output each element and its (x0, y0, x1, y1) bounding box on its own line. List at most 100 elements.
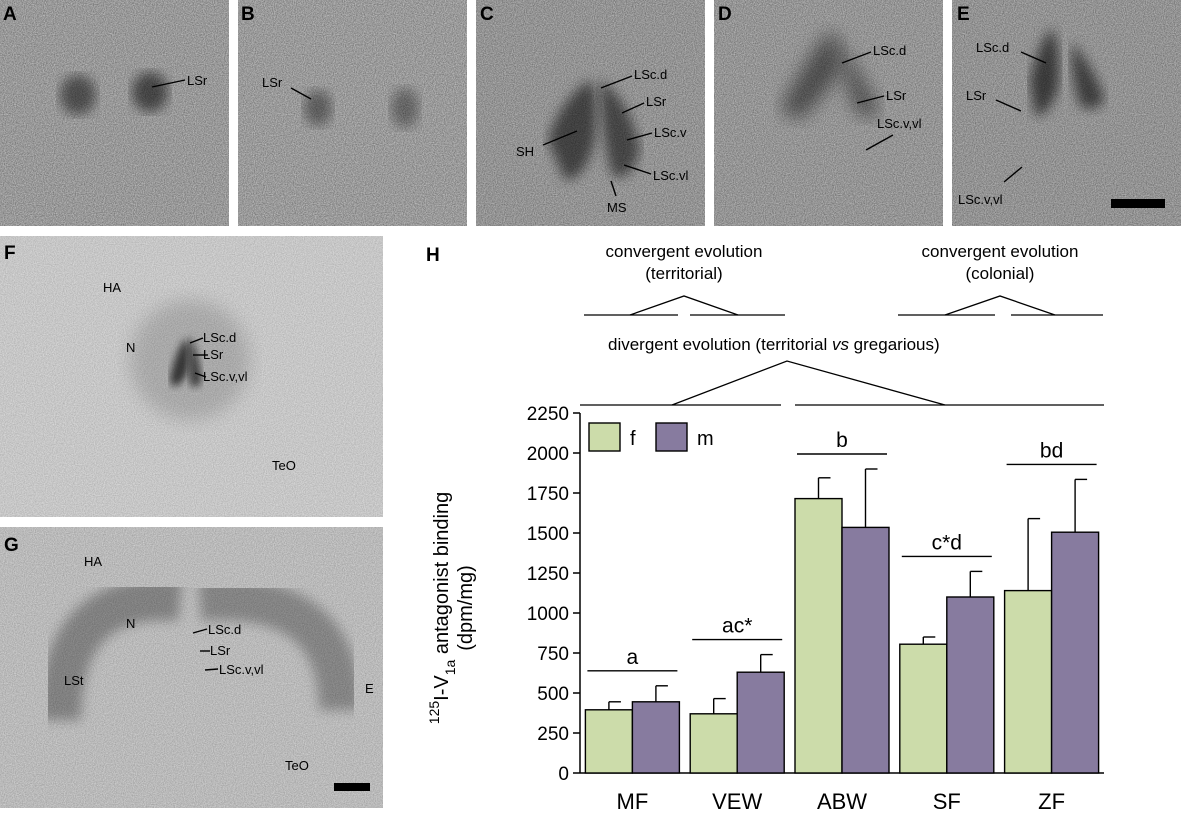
g-teo-label: TeO (285, 758, 309, 773)
panel-a-label: A (3, 4, 17, 25)
panel-c: C LSc.d LSr LSc.v LSc.vl SH MS (476, 0, 705, 226)
panel-e-scale-bar (1111, 199, 1165, 208)
panel-c-grain (476, 0, 705, 226)
c-sh-pointer (542, 130, 578, 146)
y-axis-subscript: 1a (442, 660, 458, 676)
panel-c-label: C (480, 4, 494, 25)
convergent-colonial-branch (944, 295, 1056, 316)
g-lscd-pointer (192, 628, 208, 634)
panel-f-grain (0, 236, 383, 517)
f-lscd-pointer (189, 337, 204, 344)
x-tick-label: ABW (817, 789, 867, 814)
e-lscvvl-label: LSc.v,vl (958, 192, 1003, 207)
significance-label: bd (1040, 439, 1063, 462)
divergent-label-vs: vs (832, 335, 850, 354)
b-lsr-label: LSr (262, 75, 283, 90)
bar-f-abw (794, 497, 843, 774)
e-lscvvl-pointer (1003, 166, 1023, 183)
panel-f: F HA N LSc.d LSr LSc.v,vl TeO (0, 236, 383, 517)
x-tick-label: VEW (712, 789, 762, 814)
y-axis-unit: (dpm/mg) (455, 565, 477, 651)
legend-label-f: f (630, 428, 636, 450)
e-lscd-label: LSc.d (976, 40, 1009, 55)
panel-b: B LSr (238, 0, 467, 226)
y-tick-label: 2000 (527, 444, 569, 465)
g-lsr-label: LSr (210, 643, 231, 658)
y-axis-iv: I-V (431, 675, 453, 701)
f-n-label: N (126, 340, 135, 355)
bar-m-zf (1050, 531, 1100, 774)
panel-g-label: G (4, 535, 19, 556)
d-lsr-pointer (856, 95, 885, 104)
bar-chart: 0 250 500 750 1000 1250 1500 1750 2000 2250 a ac* b… (527, 404, 1104, 814)
f-lscvvl-label: LSc.v,vl (203, 369, 248, 384)
convergent-colonial-line2: (colonial) (966, 264, 1035, 283)
y-ticks: 0 250 500 750 1000 1250 1500 1750 2000 2250 (527, 404, 580, 785)
divergent-label-suffix: gregarious) (849, 335, 940, 354)
legend-swatch-f (588, 422, 621, 452)
g-lscvvl-pointer (204, 668, 219, 671)
y-axis-iso-superscript: 125 (426, 701, 442, 725)
evolution-tree: convergent evolution (territorial) conve… (580, 242, 1104, 406)
panel-d-label: D (718, 4, 732, 25)
bar-f-vew (689, 713, 738, 774)
panel-b-label: B (241, 4, 255, 25)
bar-m-sf (946, 596, 995, 774)
c-ms-label: MS (607, 200, 627, 215)
y-tick-label: 1000 (527, 604, 569, 625)
panel-e-label: E (957, 4, 970, 25)
a-lsr-pointer (151, 79, 186, 88)
bar-m-abw (841, 526, 890, 774)
y-tick-label: 500 (537, 684, 569, 705)
g-e-label: E (365, 681, 374, 696)
y-axis-title: 125I-V1a antagonist binding (dpm/mg) (426, 492, 477, 724)
panel-g-scale-bar (334, 783, 370, 791)
bar-m-mf (631, 701, 681, 774)
y-tick-label: 0 (558, 764, 569, 785)
f-lsr-label: LSr (203, 347, 224, 362)
y-axis-rest: antagonist binding (431, 492, 453, 660)
x-tick-label: ZF (1038, 789, 1065, 814)
bars (584, 468, 1100, 774)
panel-h-label: H (426, 245, 440, 266)
divergent-label: divergent evolution (territorial vs greg… (608, 335, 940, 354)
panel-d: D LSc.d LSr LSc.v,vl (714, 0, 943, 226)
significance-label: c*d (932, 531, 962, 554)
f-ha-label: HA (103, 280, 121, 295)
f-lscd-label: LSc.d (203, 330, 236, 345)
y-tick-label: 750 (537, 644, 569, 665)
y-axis-title-line1: 125I-V1a antagonist binding (426, 492, 458, 724)
significance-labels: a ac* b c*d bd (587, 429, 1097, 672)
bar-f-zf (1003, 589, 1053, 774)
x-tick-label: SF (933, 789, 961, 814)
b-lsr-pointer (290, 87, 312, 100)
x-tick-label: MF (617, 789, 649, 814)
convergent-territorial-line2: (territorial) (645, 264, 722, 283)
bar-m-vew (736, 671, 785, 774)
panel-h: H convergent evolution (territorial) con… (426, 242, 1104, 814)
f-teo-label: TeO (272, 458, 296, 473)
g-lscvvl-label: LSc.v,vl (219, 662, 264, 677)
bar-f-sf (899, 643, 948, 774)
significance-label: ac* (722, 615, 752, 638)
c-lscvl-pointer (623, 164, 652, 175)
y-tick-label: 1750 (527, 484, 569, 505)
panel-b-grain (238, 0, 467, 226)
y-tick-label: 1500 (527, 524, 569, 545)
f-lscvvl-pointer (194, 372, 207, 378)
x-tick-labels: MF VEW ABW SF ZF (617, 789, 1066, 814)
convergent-colonial-line1: convergent evolution (922, 242, 1079, 261)
a-lsr-label: LSr (187, 73, 208, 88)
c-sh-label: SH (516, 144, 534, 159)
panel-e: E LSc.d LSr LSc.v,vl (952, 0, 1181, 226)
y-tick-label: 1250 (527, 564, 569, 585)
panel-g-grain (0, 527, 383, 808)
e-lsr-pointer (995, 99, 1022, 112)
c-lsr-pointer (621, 102, 645, 114)
significance-label: b (836, 429, 848, 452)
d-lscd-pointer (841, 51, 872, 64)
c-lsr-label: LSr (646, 94, 667, 109)
e-lscd-pointer (1020, 51, 1047, 64)
